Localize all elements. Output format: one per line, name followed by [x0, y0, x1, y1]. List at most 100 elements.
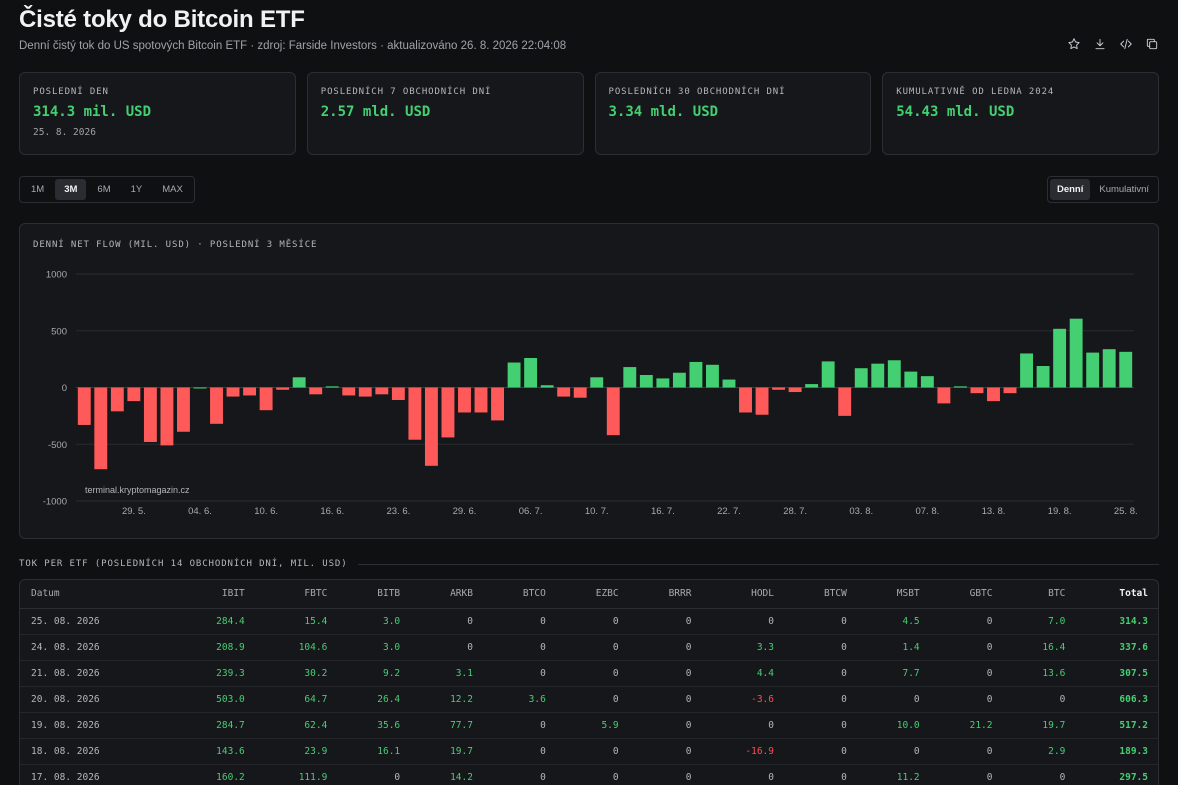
x-tick-label: 10. 6. — [254, 506, 278, 517]
bar — [276, 387, 290, 390]
flow-cell: 0 — [628, 712, 702, 739]
x-tick-label: 19. 8. — [1048, 506, 1072, 517]
flow-cell: -16.9 — [701, 738, 784, 765]
column-header-msbt[interactable]: MSBT — [856, 580, 930, 609]
table-body: 25. 08. 2026 284.4 15.4 3.0 0 0 0 0 0 0 4.5 0 7.0 314… — [20, 608, 1158, 785]
column-header-ezbc[interactable]: EZBC — [555, 580, 629, 609]
bar — [110, 387, 124, 412]
bar — [193, 387, 207, 389]
flow-cell: 0 — [555, 608, 629, 635]
range-button-3m[interactable]: 3M — [55, 179, 87, 200]
column-header-bitb[interactable]: BITB — [337, 580, 411, 609]
x-tick-label: 22. 7. — [717, 506, 741, 517]
stat-card-7-days: POSLEDNÍCH 7 OBCHODNÍCH DNÍ 2.57 mld. US… — [306, 72, 584, 155]
toolbar — [1066, 36, 1160, 52]
bar — [755, 387, 769, 415]
bar — [77, 387, 91, 425]
x-tick-label: 16. 6. — [320, 506, 344, 517]
stat-card-30-days: POSLEDNÍCH 30 OBCHODNÍCH DNÍ 3.34 mld. U… — [594, 72, 872, 155]
range-button-6m[interactable]: 6M — [97, 184, 111, 195]
flow-cell: 0 — [784, 660, 857, 687]
flow-cell: 14.2 — [410, 764, 483, 785]
column-header-btc[interactable]: BTC — [1002, 580, 1076, 609]
bar — [424, 387, 438, 466]
range-button-1m[interactable]: 1M — [31, 184, 45, 195]
y-tick-label: -500 — [48, 440, 67, 451]
bar — [491, 387, 504, 421]
flow-cell: 160.2 — [172, 764, 255, 785]
bar — [788, 387, 802, 393]
flow-cell: 0 — [555, 634, 629, 661]
x-tick-label: 23. 6. — [386, 506, 410, 517]
bar — [127, 387, 141, 402]
range-selector: 1M 3M 6M 1Y MAX — [19, 176, 195, 203]
flow-cell: 16.1 — [337, 738, 411, 765]
bar — [226, 387, 240, 397]
column-header-btco[interactable]: BTCO — [482, 580, 556, 609]
bar — [540, 385, 554, 388]
bar — [259, 387, 273, 411]
column-header-arkb[interactable]: ARKB — [410, 580, 483, 609]
bar — [1053, 328, 1067, 388]
mode-button-cumulative[interactable]: Kumulativní — [1099, 184, 1149, 195]
column-header-datum[interactable]: Datum — [20, 580, 173, 609]
flow-cell: 0 — [482, 712, 556, 739]
column-header-gbtc[interactable]: GBTC — [929, 580, 1003, 609]
table-title: TOK PER ETF (POSLEDNÍCH 14 OBCHODNÍCH DN… — [19, 559, 348, 569]
flow-cell: 12.2 — [410, 686, 483, 713]
flow-cell: 0 — [482, 608, 556, 635]
table-row: 19. 08. 2026 284.7 62.4 35.6 77.7 0 5.9 0 0 0 10.0… — [20, 712, 1158, 739]
flow-cell: 0 — [929, 660, 1003, 687]
column-header-total[interactable]: Total — [1075, 580, 1158, 609]
column-header-hodl[interactable]: HODL — [701, 580, 784, 609]
bar — [94, 387, 108, 470]
star-icon[interactable] — [1066, 36, 1082, 52]
flow-cell: 0 — [856, 738, 930, 765]
column-header-btcw[interactable]: BTCW — [784, 580, 857, 609]
stat-value: 54.43 mld. USD — [896, 104, 1015, 120]
flow-cell: 11.2 — [856, 764, 930, 785]
y-tick-label: 1000 — [46, 270, 67, 281]
bar — [739, 387, 752, 413]
x-tick-label: 25. 8. — [1114, 506, 1138, 517]
flow-cell: 0 — [929, 764, 1003, 785]
flow-cell: 3.1 — [410, 660, 483, 687]
flow-cell: 239.3 — [172, 660, 255, 687]
flow-cell: 0 — [628, 686, 702, 713]
table-row: 17. 08. 2026 160.2 111.9 0 14.2 0 0 0 0 0 11.2 0 0 29… — [20, 764, 1158, 785]
bar — [1102, 349, 1116, 388]
bar — [573, 387, 587, 398]
flow-cell: 2.9 — [1002, 738, 1076, 765]
flow-cell: 0 — [628, 764, 702, 785]
bar — [210, 387, 223, 424]
embed-code-icon[interactable] — [1118, 36, 1134, 52]
copy-icon[interactable] — [1144, 36, 1160, 52]
mode-button-daily[interactable]: Denní — [1049, 179, 1091, 200]
column-header-fbtc[interactable]: FBTC — [254, 580, 338, 609]
range-button-max[interactable]: MAX — [162, 184, 183, 195]
flow-cell: 0 — [482, 764, 556, 785]
flow-cell: 7.7 — [856, 660, 930, 687]
bar — [1086, 352, 1100, 388]
flow-cell: 0 — [929, 738, 1003, 765]
table-row: 21. 08. 2026 239.3 30.2 9.2 3.1 0 0 0 4.4 0 7.7 0 13… — [20, 660, 1158, 687]
bar — [358, 387, 372, 397]
download-icon[interactable] — [1092, 36, 1108, 52]
chart-panel: DENNÍ NET FLOW (MIL. USD) · POSLEDNÍ 3 M… — [19, 223, 1159, 539]
bar — [821, 361, 835, 388]
range-button-1y[interactable]: 1Y — [130, 184, 143, 195]
flow-cell: 30.2 — [254, 660, 338, 687]
table-row: 18. 08. 2026 143.6 23.9 16.1 19.7 0 0 0 -16.9 0 0 0… — [20, 738, 1158, 765]
bar — [722, 379, 736, 388]
flow-cell: 15.4 — [254, 608, 338, 635]
bar — [474, 387, 488, 413]
stat-label: POSLEDNÍCH 30 OBCHODNÍCH DNÍ — [608, 87, 786, 97]
flow-cell: 143.6 — [172, 738, 255, 765]
column-header-brrr[interactable]: BRRR — [628, 580, 702, 609]
x-tick-label: 29. 5. — [122, 506, 146, 517]
bar — [375, 387, 389, 395]
flow-cell: 0 — [784, 608, 857, 635]
bar — [937, 387, 951, 404]
bar — [590, 377, 604, 388]
column-header-ibit[interactable]: IBIT — [172, 580, 255, 609]
